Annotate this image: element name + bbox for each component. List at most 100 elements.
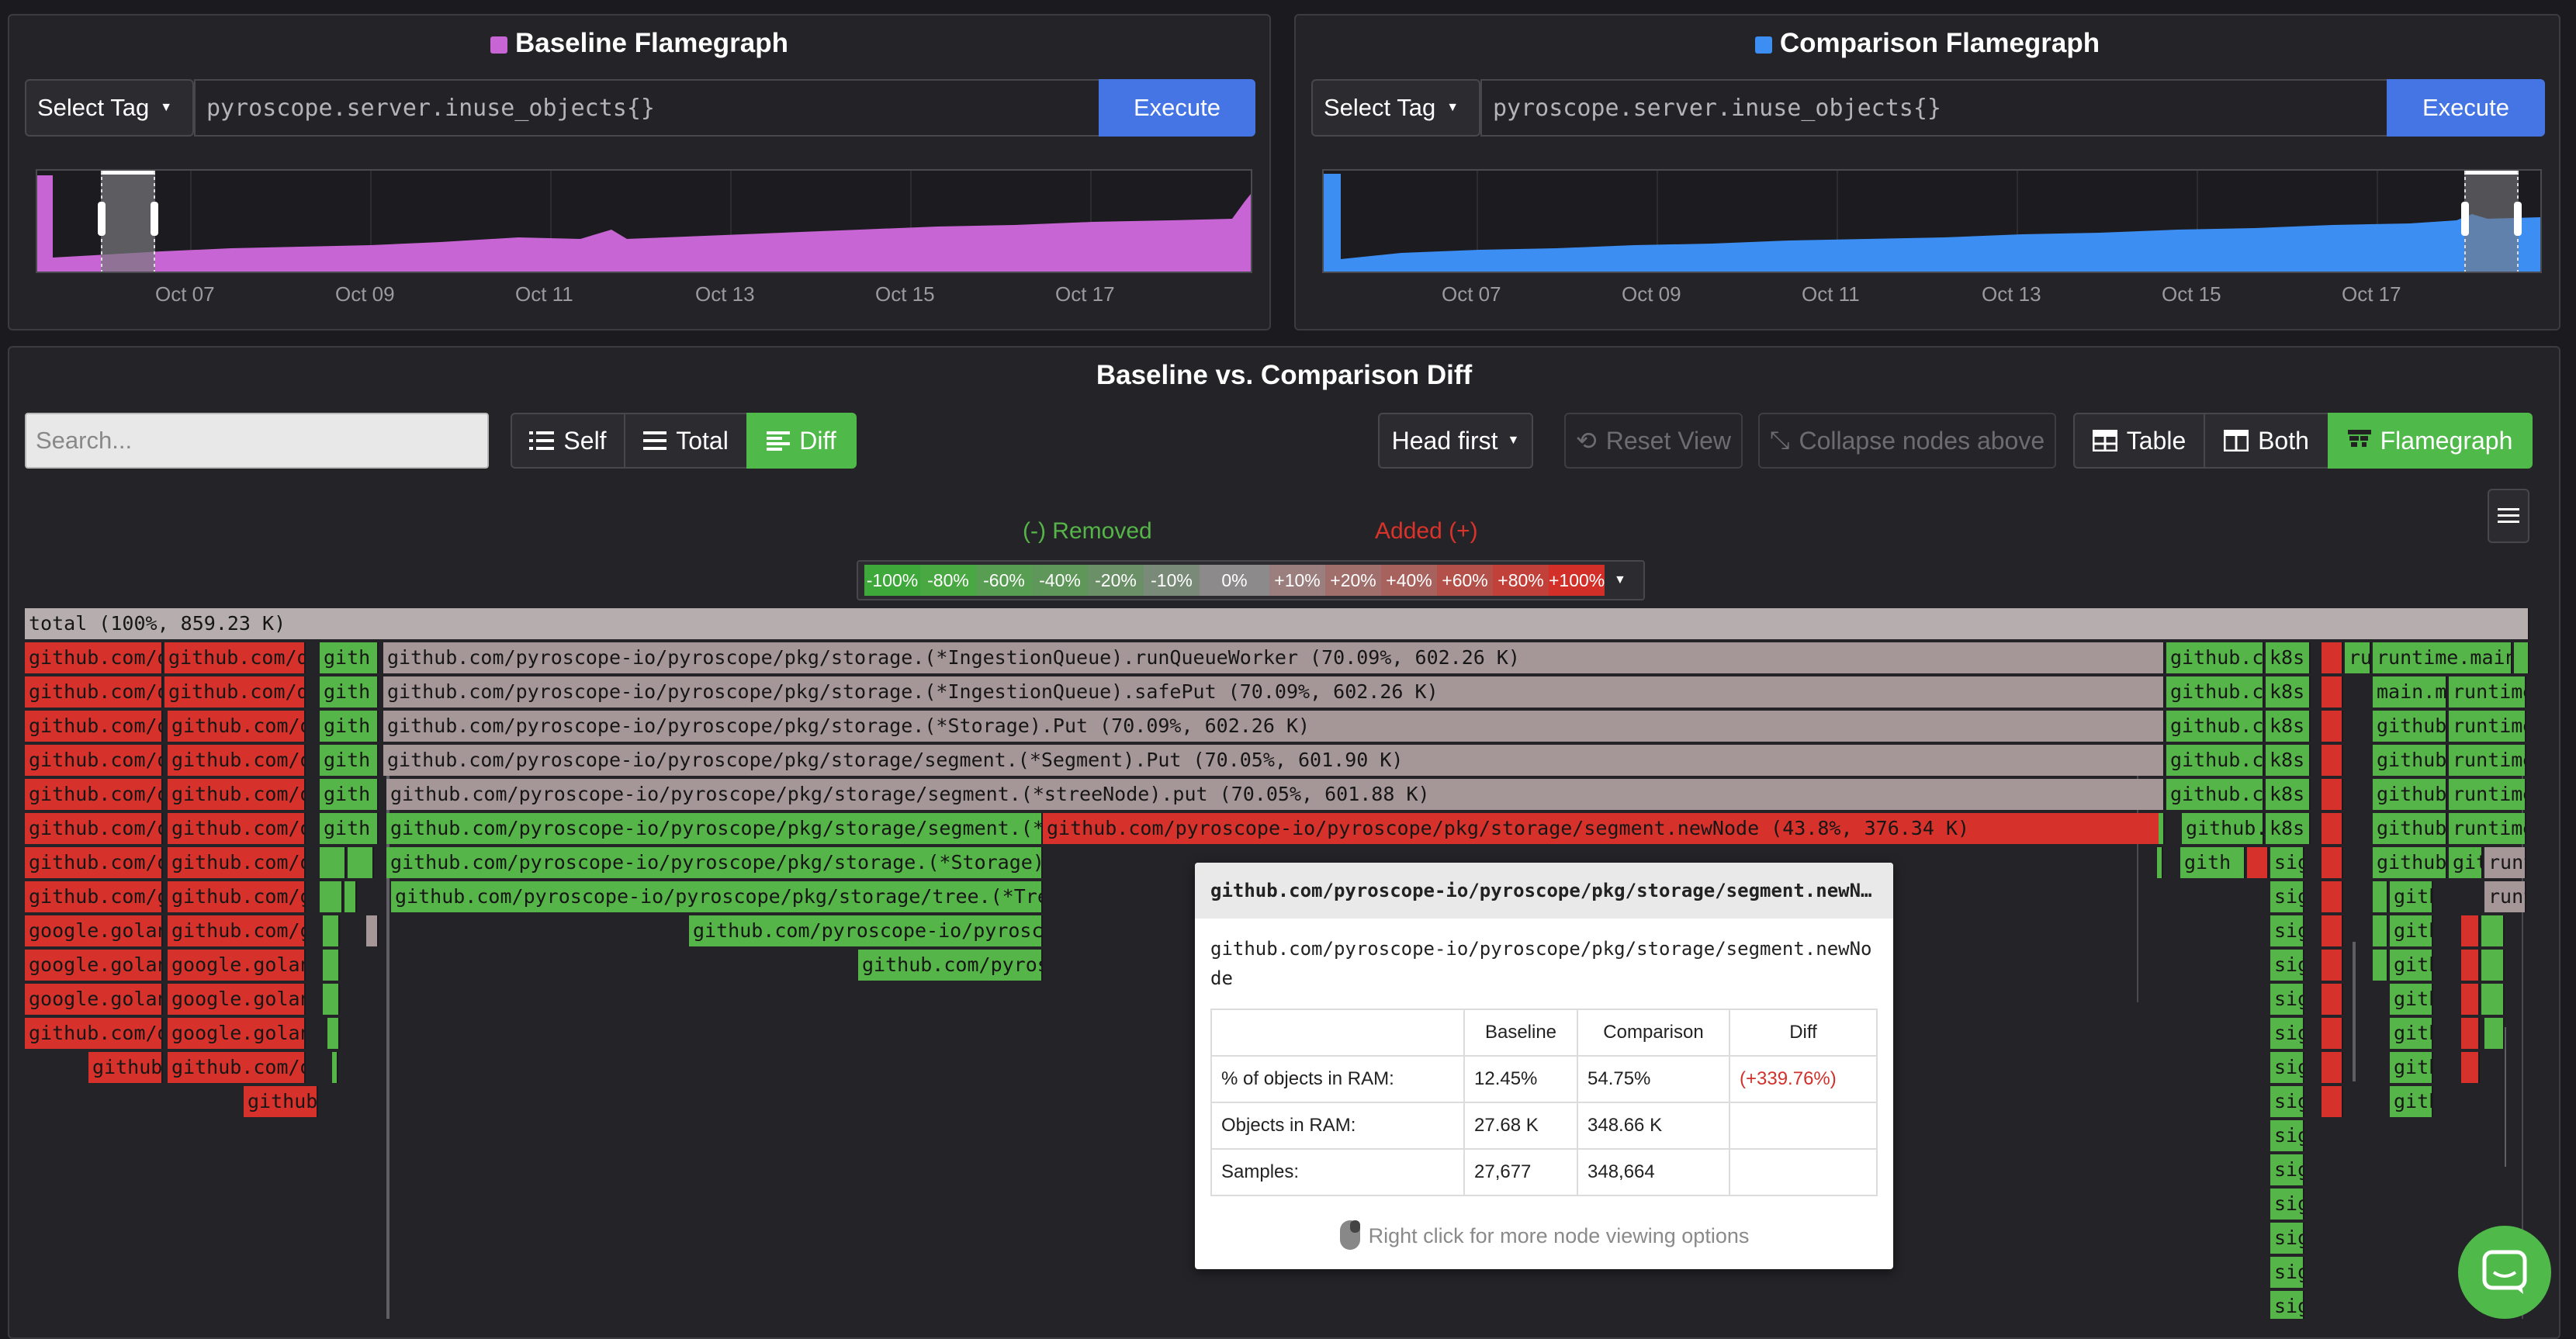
flamegraph-node[interactable]: sig [2270, 847, 2304, 878]
flamegraph-node[interactable]: sig [2270, 1086, 2304, 1117]
flamegraph-node[interactable] [2322, 779, 2343, 810]
flamegraph-node[interactable]: gith [2390, 950, 2433, 981]
baseline-query-input[interactable]: pyroscope.server.inuse_objects{} [194, 79, 1106, 137]
flamegraph-node[interactable] [2481, 915, 2505, 946]
flamegraph-node[interactable] [2514, 642, 2529, 673]
flamegraph-node[interactable]: k8s [2266, 676, 2311, 708]
hamburger-menu-button[interactable] [2488, 489, 2529, 543]
comparison-select-tag-button[interactable]: Select Tag ▼ [1311, 79, 1480, 137]
flamegraph-node[interactable]: gith [2390, 1018, 2433, 1049]
flamegraph-node[interactable]: github.com/dg [168, 813, 306, 844]
flamegraph-node[interactable] [2322, 813, 2343, 844]
flamegraph-node[interactable]: sig [2270, 1154, 2304, 1185]
flamegraph-node[interactable]: runt [2484, 847, 2526, 878]
chat-button[interactable] [2458, 1226, 2551, 1319]
flamegraph-node[interactable]: github.com/go [168, 881, 306, 912]
flamegraph-node[interactable] [320, 847, 346, 878]
flamegraph-node[interactable] [2322, 1018, 2343, 1049]
flamegraph-node[interactable]: k8s [2266, 745, 2311, 776]
flamegraph-node[interactable]: sig [2270, 1257, 2304, 1288]
flamegraph-node[interactable]: github.co [2166, 745, 2264, 776]
flamegraph-node[interactable]: k8s [2266, 779, 2311, 810]
flamegraph-node[interactable]: k8s [2266, 813, 2311, 844]
flamegraph-node[interactable]: github [2373, 813, 2447, 844]
view-mode-total-button[interactable]: Total [624, 413, 748, 469]
flamegraph-node[interactable] [2322, 676, 2343, 708]
flamegraph-node[interactable]: github.com/pyroscope-io/pyrosco [689, 915, 1043, 946]
flamegraph-node[interactable]: sig [2270, 1291, 2304, 1319]
flamegraph-node[interactable]: github.com/g [25, 881, 163, 912]
flamegraph-node[interactable]: google.golan [25, 950, 163, 981]
flamegraph-node[interactable]: github.com/dg [25, 642, 163, 673]
flamegraph-node[interactable]: github.com/pyroscope-io/pyroscope/pkg/st… [386, 813, 1043, 844]
flamegraph-node[interactable]: github.com/d [25, 779, 163, 810]
flamegraph-node[interactable]: github [2373, 847, 2447, 878]
flamegraph-node[interactable]: github [244, 1086, 318, 1117]
flamegraph-node[interactable]: gith [2390, 1052, 2433, 1083]
flamegraph-node[interactable] [332, 1052, 338, 1083]
caret-down-icon[interactable]: ▼ [1614, 573, 1626, 586]
flamegraph-node[interactable]: github [2373, 711, 2447, 742]
head-first-select[interactable]: Head first ▼ [1378, 413, 1533, 469]
flamegraph-node[interactable]: sig [2270, 881, 2304, 912]
flamegraph[interactable]: total (100%, 859.23 K)github.com/dggithu… [25, 608, 2529, 1319]
flamegraph-node[interactable]: google.golan [25, 915, 163, 946]
flamegraph-node[interactable]: ru [2345, 642, 2371, 673]
flamegraph-node[interactable]: runtime [2449, 711, 2526, 742]
flamegraph-node[interactable] [2461, 915, 2480, 946]
flamegraph-node[interactable] [2481, 984, 2505, 1015]
flamegraph-node[interactable]: runtime [2449, 779, 2526, 810]
view-mode-self-button[interactable]: Self [511, 413, 625, 469]
flamegraph-node[interactable]: github.com/d [25, 745, 163, 776]
flamegraph-node[interactable] [366, 915, 379, 946]
flamegraph-node[interactable]: github [2373, 745, 2447, 776]
flamegraph-node[interactable] [2322, 745, 2343, 776]
flamegraph-node[interactable] [2322, 881, 2343, 912]
flamegraph-node[interactable]: gith [2390, 1086, 2433, 1117]
flamegraph-node[interactable]: github.com/dg [168, 847, 306, 878]
flamegraph-node[interactable]: k8s [2266, 642, 2311, 673]
flamegraph-node[interactable]: github.com/dg [168, 1052, 306, 1083]
flamegraph-node[interactable]: github.com/pyroscope-io/pyroscope/pkg/st… [1043, 813, 2165, 844]
layout-table-button[interactable]: Table [2073, 413, 2205, 469]
flamegraph-node[interactable] [2461, 1052, 2480, 1083]
flamegraph-node[interactable]: github.com/d [25, 676, 163, 708]
flamegraph-node[interactable]: github.co [2166, 779, 2264, 810]
flamegraph-node[interactable]: github.com/d [25, 847, 163, 878]
flamegraph-node[interactable]: gith [320, 813, 379, 844]
flamegraph-node[interactable]: github.com/pyros [858, 950, 1043, 981]
flamegraph-node[interactable]: gith [320, 711, 379, 742]
flamegraph-node[interactable]: github.com/d [25, 813, 163, 844]
legend-scale[interactable]: -100% -80% -60% -40% -20% -10% 0% +10% +20% +40% +… [857, 560, 1645, 600]
flamegraph-node[interactable]: github.co [2182, 813, 2264, 844]
flamegraph-node[interactable]: github.co [2166, 711, 2264, 742]
flamegraph-node[interactable]: github.com/pyroscope-io/pyroscope/pkg/st… [383, 745, 2165, 776]
flamegraph-node[interactable] [323, 984, 340, 1015]
flamegraph-node[interactable]: github.co [2166, 676, 2264, 708]
flamegraph-node[interactable]: github.com/dg [164, 676, 306, 708]
flamegraph-node[interactable]: github.com/pyroscope-io/pyroscope/pkg/st… [383, 642, 2165, 673]
comparison-timeline[interactable] [1322, 169, 2542, 273]
flamegraph-node[interactable]: sig [2270, 1018, 2304, 1049]
flamegraph-node[interactable]: gith [2180, 847, 2245, 878]
flamegraph-node[interactable]: runtime [2449, 676, 2526, 708]
flamegraph-node[interactable]: gith [320, 745, 379, 776]
flamegraph-node[interactable] [2461, 1018, 2480, 1049]
reset-view-button[interactable]: ⟲ Reset View [1564, 413, 1743, 469]
flamegraph-node[interactable]: github [2373, 779, 2447, 810]
flamegraph-node[interactable] [2322, 847, 2343, 878]
baseline-execute-button[interactable]: Execute [1099, 79, 1255, 137]
flamegraph-node[interactable]: runt [2484, 881, 2526, 912]
flamegraph-node[interactable]: sig [2270, 950, 2304, 981]
flamegraph-node[interactable]: gith [2390, 915, 2433, 946]
flamegraph-node[interactable] [2373, 950, 2388, 981]
flamegraph-node[interactable]: gith [320, 676, 379, 708]
flamegraph-node[interactable] [323, 915, 340, 946]
flamegraph-node[interactable] [2322, 1052, 2343, 1083]
flamegraph-node[interactable]: runtime.main ( [2373, 642, 2512, 673]
flamegraph-node[interactable]: github.com/pyroscope-io/pyroscope/pkg/st… [391, 881, 1043, 912]
flamegraph-node[interactable] [2322, 950, 2343, 981]
